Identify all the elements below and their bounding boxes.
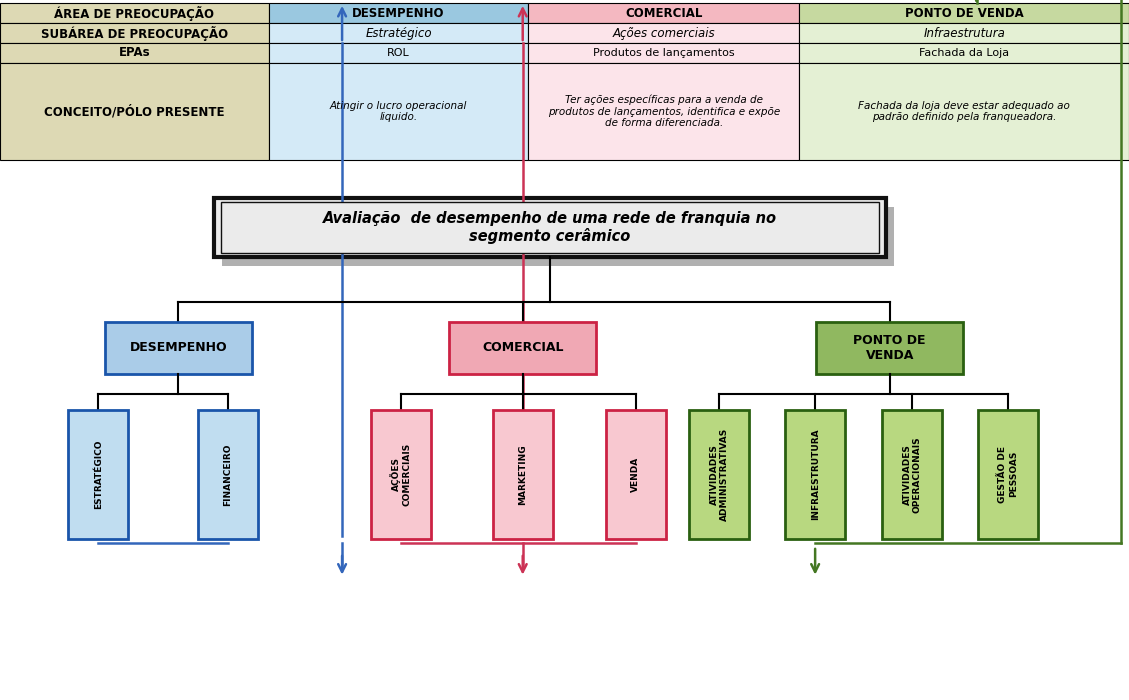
Text: ROL: ROL [387,48,410,58]
Bar [492,410,553,539]
Bar [0,43,269,63]
Text: Estratégico: Estratégico [365,27,432,39]
Text: GESTÃO DE
PESSOAS: GESTÃO DE PESSOAS [998,446,1018,503]
Bar [799,63,1129,160]
Bar [816,322,963,374]
Bar [215,197,886,257]
Bar [0,23,269,43]
Text: DESEMPENHO: DESEMPENHO [352,6,445,20]
Bar [221,202,879,253]
Text: CONCEITO/PÓLO PRESENTE: CONCEITO/PÓLO PRESENTE [44,105,225,118]
Text: Ações comerciais: Ações comerciais [613,27,715,39]
Bar [199,410,257,539]
Text: MARKETING: MARKETING [518,444,527,505]
Text: PONTO DE
VENDA: PONTO DE VENDA [854,334,926,362]
Bar [799,23,1129,43]
Text: DESEMPENHO: DESEMPENHO [130,342,227,354]
Bar [449,322,596,374]
Bar [0,3,269,23]
Text: COMERCIAL: COMERCIAL [482,342,563,354]
Text: Atingir o lucro operacional
liquido.: Atingir o lucro operacional liquido. [330,101,467,122]
Text: ATIVIDADES
ADMINISTRATIVAS: ATIVIDADES ADMINISTRATIVAS [709,428,729,521]
Text: FINANCEIRO: FINANCEIRO [224,443,233,505]
Bar [605,410,666,539]
Bar [883,410,943,539]
Text: EPAs: EPAs [119,46,150,60]
Bar [69,410,129,539]
Text: VENDA: VENDA [631,456,640,492]
Bar [269,63,528,160]
Bar [528,23,799,43]
Bar [269,43,528,63]
Bar [0,63,269,160]
Text: ATIVIDADES
OPERACIONAIS: ATIVIDADES OPERACIONAIS [902,436,922,512]
Text: ÁREA DE PREOCUPAÇÃO: ÁREA DE PREOCUPAÇÃO [54,6,215,20]
Text: Fachada da loja deve estar adequado ao
padrão definido pela franqueadora.: Fachada da loja deve estar adequado ao p… [858,101,1070,122]
Bar [370,410,430,539]
Text: Produtos de lançamentos: Produtos de lançamentos [593,48,735,58]
Bar [786,410,846,539]
Bar [528,43,799,63]
Text: INFRAESTRUTURA: INFRAESTRUTURA [811,428,820,520]
Bar [528,3,799,23]
Bar [105,322,252,374]
Bar [689,410,750,539]
Text: AÇÕES
COMERCIAIS: AÇÕES COMERCIAIS [391,442,411,506]
Bar [799,43,1129,63]
Text: PONTO DE VENDA: PONTO DE VENDA [904,6,1024,20]
Bar [528,63,799,160]
Bar [978,410,1039,539]
Text: ESTRATÉGICO: ESTRATÉGICO [94,440,103,509]
Text: Fachada da Loja: Fachada da Loja [919,48,1009,58]
Text: SUBÁREA DE PREOCUPAÇÃO: SUBÁREA DE PREOCUPAÇÃO [41,25,228,41]
Bar [269,3,528,23]
Text: Avaliação  de desempenho de uma rede de franquia no
segmento cerâmico: Avaliação de desempenho de uma rede de f… [323,211,777,244]
Text: Ter ações específicas para a venda de
produtos de lançamentos, identifica e expõ: Ter ações específicas para a venda de pr… [548,94,780,128]
Bar [221,207,894,266]
Bar [269,23,528,43]
Bar [799,3,1129,23]
Text: COMERCIAL: COMERCIAL [625,6,702,20]
Text: Infraestrutura: Infraestrutura [924,27,1005,39]
